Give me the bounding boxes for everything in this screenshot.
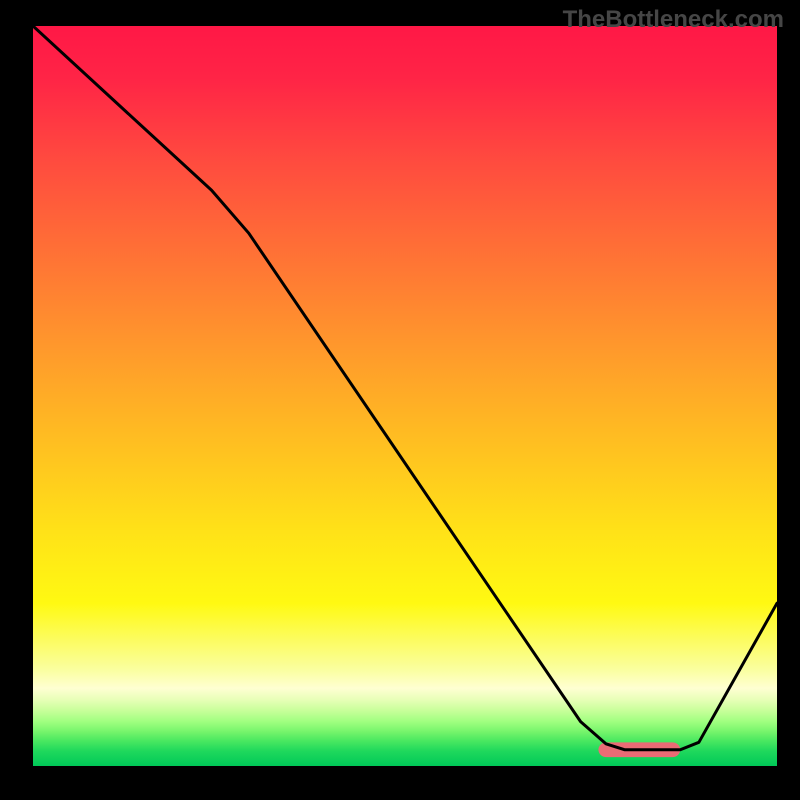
watermark-text: TheBottleneck.com (563, 6, 784, 34)
chart-container: TheBottleneck.com (0, 0, 800, 800)
gradient-background (33, 26, 777, 766)
bottleneck-chart (0, 0, 800, 800)
